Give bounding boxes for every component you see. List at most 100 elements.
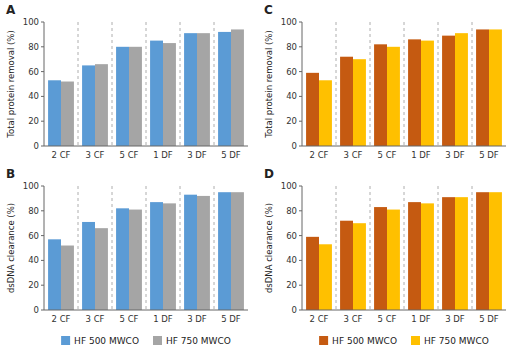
y-axis [302, 186, 303, 310]
bar [374, 207, 387, 310]
y-tick-label: 40 [28, 91, 39, 101]
panel: D0204060801002 CF3 CF5 CF1 DF3 DF5 DFdsD… [264, 167, 506, 324]
group-separator [78, 22, 79, 146]
y-tick-label: 20 [28, 280, 39, 290]
legend-label: HF 500 MWCO [332, 336, 397, 346]
y-tick-label: 80 [28, 206, 39, 216]
group-separator [472, 22, 473, 146]
bar [353, 59, 366, 146]
x-tick-label: 5 DF [479, 314, 499, 324]
y-tick-label: 0 [34, 305, 39, 315]
x-tick-label: 3 CF [86, 314, 105, 324]
bar [218, 192, 231, 310]
legend-label: HF 500 MWCO [74, 336, 139, 346]
panel-title: C [264, 3, 273, 17]
x-tick-label: 3 CF [344, 150, 363, 160]
x-tick-label: 3 CF [86, 150, 105, 160]
y-tick-label: 80 [286, 206, 297, 216]
x-tick-label: 5 CF [120, 150, 139, 160]
bar [476, 29, 489, 146]
y-tick-label: 100 [281, 181, 297, 191]
bar [455, 33, 468, 146]
y-tick-label: 100 [281, 17, 297, 27]
x-axis [44, 310, 248, 311]
legend-swatch [411, 336, 420, 345]
y-tick-label: 60 [28, 67, 39, 77]
x-tick-label: 2 CF [310, 150, 329, 160]
x-tick-label: 2 CF [52, 314, 71, 324]
group-separator [112, 22, 113, 146]
legend: HF 500 MWCO HF 750 MWCO [319, 336, 489, 346]
bar [163, 43, 176, 146]
group-separator [146, 186, 147, 310]
x-tick-label: 3 DF [445, 150, 465, 160]
bar [218, 32, 231, 146]
bar [374, 44, 387, 146]
bar [82, 65, 95, 146]
legend-swatch [153, 336, 162, 345]
bar [306, 73, 319, 146]
bar [421, 203, 434, 310]
legend-swatch [61, 336, 70, 345]
group-separator [336, 186, 337, 310]
legend-swatch [319, 336, 328, 345]
bar [150, 202, 163, 310]
y-tick-label: 40 [286, 91, 297, 101]
bar [129, 210, 142, 310]
bar [442, 197, 455, 310]
x-tick-label: 1 DF [411, 314, 431, 324]
group-separator [214, 22, 215, 146]
bar [48, 239, 61, 310]
y-tick-label: 40 [28, 255, 39, 265]
bar [95, 228, 108, 310]
y-tick-label: 0 [34, 141, 39, 151]
x-tick-label: 2 CF [52, 150, 71, 160]
bar [197, 33, 210, 146]
bar [61, 82, 74, 146]
bar [129, 47, 142, 146]
y-tick-label: 60 [286, 231, 297, 241]
bar [489, 29, 502, 146]
x-tick-label: 5 CF [120, 314, 139, 324]
panel-title: A [6, 3, 16, 17]
bar [116, 208, 129, 310]
bar [163, 203, 176, 310]
group-separator [146, 22, 147, 146]
x-axis [44, 146, 248, 147]
y-tick-label: 20 [286, 280, 297, 290]
group-separator [180, 22, 181, 146]
bar [184, 33, 197, 146]
legend: HF 500 MWCOHF 750 MWCO [61, 336, 231, 346]
y-axis [44, 186, 45, 310]
bar [319, 80, 332, 146]
bar [408, 202, 421, 310]
x-tick-label: 3 CF [344, 314, 363, 324]
bar [61, 246, 74, 310]
y-axis-label: Total protein removal (%) [6, 30, 16, 139]
group-separator [438, 186, 439, 310]
bars [306, 192, 502, 310]
group-separator [404, 22, 405, 146]
x-tick-label: 1 DF [153, 314, 173, 324]
bar [116, 47, 129, 146]
bar [353, 223, 366, 310]
y-axis-label: Total protein removal (%) [264, 30, 274, 139]
bars [48, 29, 244, 146]
y-tick-label: 60 [28, 231, 39, 241]
y-tick-label: 20 [28, 116, 39, 126]
bar [150, 41, 163, 146]
y-tick-label: 80 [286, 42, 297, 52]
bar [82, 222, 95, 310]
legend-label: HF 750 MWCO [424, 336, 489, 346]
bar [455, 197, 468, 310]
panel: C0204060801002 CF3 CF5 CF1 DF3 DF5 DFTot… [264, 3, 506, 160]
group-separator [214, 186, 215, 310]
bar [489, 192, 502, 310]
x-axis [302, 310, 506, 311]
bar [319, 244, 332, 310]
x-tick-label: 5 DF [221, 314, 241, 324]
y-tick-label: 100 [23, 181, 39, 191]
x-tick-label: 3 DF [187, 314, 207, 324]
bar [387, 210, 400, 310]
y-tick-label: 0 [292, 141, 297, 151]
